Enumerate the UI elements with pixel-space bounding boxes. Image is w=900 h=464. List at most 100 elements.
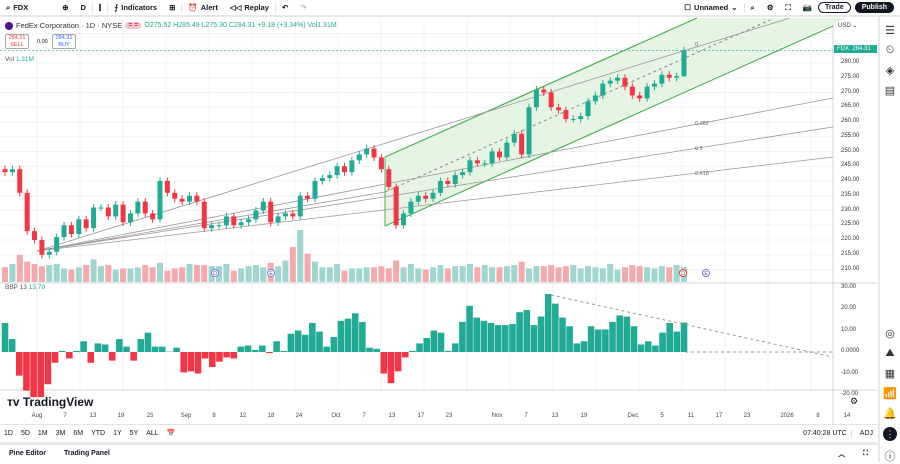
volume-bar: [637, 266, 643, 282]
volume-bar: [349, 268, 355, 282]
bbp-bar: [302, 335, 309, 352]
range-5d[interactable]: 5D: [17, 430, 34, 437]
candle-body: [157, 181, 162, 219]
bbp-bar: [352, 313, 359, 352]
volume-bar: [622, 267, 628, 282]
volume-bar: [393, 261, 399, 282]
time-tick: 13: [552, 413, 559, 419]
candle-body: [637, 95, 642, 98]
apps-grid-icon[interactable]: ⋮: [883, 427, 897, 441]
time-tick: 17: [418, 413, 425, 419]
bbp-bar: [431, 331, 438, 353]
bbp-bar: [602, 329, 609, 352]
bbp-bar: [73, 351, 80, 352]
volume-bar: [305, 254, 311, 282]
bbp-bar: [2, 323, 9, 352]
range-3m[interactable]: 3M: [52, 430, 70, 437]
volume-bar: [2, 267, 8, 282]
axis-settings-icon[interactable]: ⚙: [850, 396, 858, 407]
bbp-bar: [516, 312, 523, 352]
range-1y[interactable]: 1Y: [109, 430, 126, 437]
clock[interactable]: 07:40:28 UTC: [799, 430, 851, 437]
bbp-bar: [209, 352, 216, 367]
volume-bar: [83, 265, 89, 282]
volume-bar: [260, 267, 266, 282]
bbp-value: 13.70: [29, 284, 45, 291]
currency-select[interactable]: USD ⌄: [833, 22, 877, 29]
alerts-clock-icon[interactable]: ⏲: [886, 44, 895, 57]
time-tick: 5: [660, 413, 663, 419]
bbp-bar: [402, 352, 409, 357]
watchlist-icon[interactable]: ☰: [885, 24, 895, 37]
candle-body: [504, 143, 509, 158]
volume-bar: [98, 266, 104, 282]
range-6m[interactable]: 6M: [69, 430, 87, 437]
bbp-bar: [581, 341, 588, 352]
volume-bar: [342, 271, 348, 282]
maximize-panel-icon[interactable]: ⛶: [854, 450, 877, 458]
trading-panel-tab[interactable]: Trading Panel: [55, 450, 119, 457]
bbp-bar: [80, 341, 87, 352]
bbp-legend: BBP 13 13.70: [5, 284, 45, 291]
price-tick: 265.00: [833, 103, 877, 109]
ideas-icon[interactable]: ⛰: [885, 347, 894, 360]
bbp-bar: [373, 349, 380, 352]
candle-body: [268, 202, 273, 223]
candle-body: [10, 169, 15, 172]
bbp-bar: [666, 323, 673, 352]
bbp-bar: [481, 321, 488, 352]
volume-bar: [378, 266, 384, 282]
price-tick: 260.00: [833, 118, 877, 124]
candle-body: [482, 163, 487, 164]
last-price-label: FDX 284.31: [834, 45, 877, 53]
hotlists-icon[interactable]: ◎: [885, 327, 895, 340]
last-price-symbol: FDX: [837, 46, 849, 52]
bbp-bar: [681, 323, 688, 352]
volume-bar: [548, 265, 554, 282]
fib-fan-line: [37, 192, 385, 251]
candle-body: [571, 119, 576, 120]
candle-body: [438, 181, 443, 193]
adjust-toggle[interactable]: ADJ: [851, 430, 877, 437]
volume-bar: [179, 267, 185, 282]
candle-body: [423, 196, 428, 199]
layers-icon[interactable]: ◈: [886, 64, 894, 77]
range-all[interactable]: ALL: [142, 430, 162, 437]
bbp-bar: [509, 324, 516, 352]
volume-bar: [570, 265, 576, 282]
legend-toggle-icon[interactable]: = =: [125, 22, 141, 29]
bbp-bar: [59, 351, 66, 352]
candle-body: [180, 199, 185, 202]
news-feed-icon[interactable]: 📶: [883, 387, 897, 400]
candle-body: [69, 225, 74, 234]
collapse-chevron-icon[interactable]: ︿: [829, 449, 854, 459]
volume-bar: [504, 266, 510, 282]
bbp-bar: [295, 331, 302, 353]
data-window-icon[interactable]: ▤: [885, 84, 895, 97]
range-1m[interactable]: 1M: [34, 430, 52, 437]
candle-body: [622, 78, 627, 87]
bbp-bar: [445, 351, 452, 352]
range-ytd[interactable]: YTD: [87, 430, 109, 437]
pine-editor-tab[interactable]: Pine Editor: [0, 450, 55, 457]
goto-date-icon[interactable]: 📅: [163, 429, 180, 437]
price-tick: 275.00: [833, 74, 877, 80]
volume-bar: [290, 247, 296, 282]
range-5y[interactable]: 5Y: [126, 430, 143, 437]
candle-body: [224, 216, 229, 225]
notifications-bell-icon[interactable]: 🔔: [883, 407, 897, 420]
bbp-bar: [488, 323, 495, 352]
calendar-icon[interactable]: ▦: [885, 367, 895, 380]
volume-bar: [615, 270, 621, 282]
volume-bar: [386, 268, 392, 282]
volume-bar: [297, 230, 303, 282]
volume-bar: [437, 265, 443, 282]
bbp-bar: [381, 352, 388, 374]
bbp-bar: [116, 339, 123, 352]
price-tick: 235.00: [833, 192, 877, 198]
range-1d[interactable]: 1D: [0, 430, 17, 437]
